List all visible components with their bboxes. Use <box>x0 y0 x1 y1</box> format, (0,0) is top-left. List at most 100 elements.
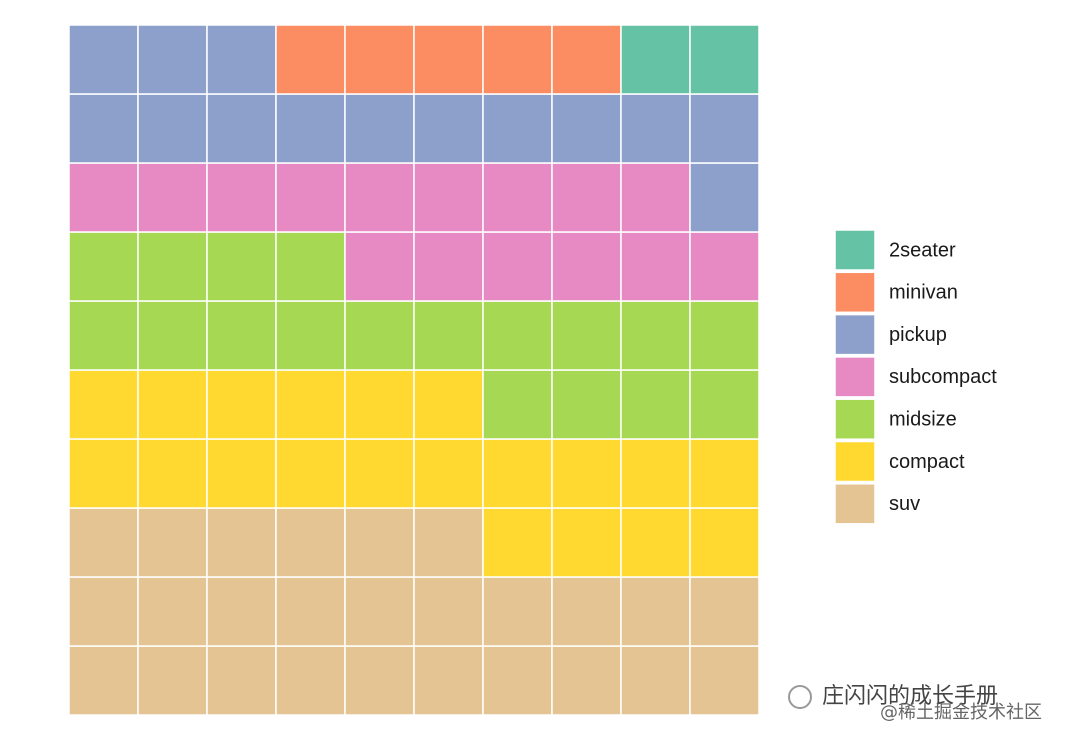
waffle-cell <box>689 507 760 578</box>
waffle-cell <box>689 576 760 647</box>
waffle-cell <box>275 576 346 647</box>
legend-label: minivan <box>889 282 958 304</box>
waffle-cell <box>551 369 622 440</box>
waffle-cell <box>689 369 760 440</box>
waffle-cell <box>206 162 277 233</box>
waffle-cell <box>620 438 691 509</box>
watermark-site: @稀土掘金技术社区 <box>880 702 1042 723</box>
waffle-cell <box>344 300 415 371</box>
waffle-cell <box>689 645 760 716</box>
waffle-cell <box>137 300 208 371</box>
waffle-cell <box>482 231 553 302</box>
waffle-cell <box>620 369 691 440</box>
waffle-cell <box>482 576 553 647</box>
waffle-cell <box>275 162 346 233</box>
waffle-cell <box>137 93 208 164</box>
legend-key <box>834 271 876 314</box>
waffle-cell <box>275 24 346 95</box>
waffle-cell <box>413 438 484 509</box>
waffle-cell <box>344 162 415 233</box>
waffle-cell <box>68 231 139 302</box>
waffle-cell <box>68 93 139 164</box>
waffle-cell <box>206 24 277 95</box>
waffle-cell <box>344 231 415 302</box>
waffle-cell <box>551 576 622 647</box>
waffle-cell <box>275 300 346 371</box>
waffle-cell <box>482 300 553 371</box>
legend-label: subcompact <box>889 366 997 388</box>
legend-key <box>834 483 876 525</box>
waffle-cell <box>689 300 760 371</box>
waffle-cell <box>275 231 346 302</box>
legend-key <box>834 229 876 271</box>
waffle-cell <box>206 645 277 716</box>
waffle-cell <box>413 645 484 716</box>
waffle-cell <box>551 645 622 716</box>
waffle-cell <box>551 438 622 509</box>
waffle-cell <box>275 438 346 509</box>
waffle-cell <box>275 645 346 716</box>
watermark-icon <box>788 685 812 709</box>
waffle-cell <box>137 24 208 95</box>
waffle-cell <box>620 300 691 371</box>
waffle-cell <box>413 576 484 647</box>
waffle-cell <box>551 231 622 302</box>
waffle-cell <box>551 162 622 233</box>
waffle-cell <box>413 162 484 233</box>
waffle-cell <box>206 438 277 509</box>
waffle-cell <box>413 300 484 371</box>
waffle-cell <box>620 24 691 95</box>
waffle-grid <box>68 24 760 716</box>
watermark: 庄闪闪的成长手册 @稀土掘金技术社区 <box>788 684 1042 723</box>
waffle-cell <box>206 231 277 302</box>
waffle-cell <box>413 231 484 302</box>
waffle-cell <box>137 507 208 578</box>
waffle-cell <box>482 507 553 578</box>
waffle-cell <box>68 576 139 647</box>
waffle-cell <box>206 369 277 440</box>
waffle-cell <box>413 507 484 578</box>
waffle-cell <box>482 93 553 164</box>
waffle-cell <box>482 438 553 509</box>
waffle-cell <box>413 24 484 95</box>
waffle-cell <box>620 507 691 578</box>
waffle-cell <box>137 231 208 302</box>
waffle-cell <box>482 645 553 716</box>
legend-label: midsize <box>889 408 957 430</box>
waffle-cell <box>68 645 139 716</box>
waffle-cell <box>482 369 553 440</box>
waffle-cell <box>413 93 484 164</box>
waffle-cell <box>620 645 691 716</box>
waffle-cell <box>551 507 622 578</box>
waffle-cell <box>137 369 208 440</box>
waffle-cell <box>551 93 622 164</box>
waffle-cell <box>344 507 415 578</box>
waffle-cell <box>344 24 415 95</box>
waffle-cell <box>620 162 691 233</box>
waffle-cell <box>68 507 139 578</box>
waffle-cell <box>689 438 760 509</box>
waffle-cell <box>206 507 277 578</box>
waffle-cell <box>206 300 277 371</box>
legend-key <box>834 440 876 483</box>
waffle-cell <box>689 162 760 233</box>
waffle-cell <box>206 576 277 647</box>
waffle-cell <box>689 231 760 302</box>
waffle-cell <box>68 438 139 509</box>
waffle-cell <box>482 24 553 95</box>
waffle-cell <box>344 576 415 647</box>
waffle-cell <box>689 24 760 95</box>
waffle-cell <box>137 162 208 233</box>
waffle-cell <box>275 93 346 164</box>
waffle-cell <box>413 369 484 440</box>
legend-key <box>834 398 876 440</box>
waffle-cell <box>344 369 415 440</box>
waffle-cell <box>620 93 691 164</box>
waffle-cell <box>275 507 346 578</box>
legend: 2seater minivan pickup subcompact midsize com… <box>834 229 997 525</box>
waffle-cell <box>344 438 415 509</box>
legend-label: 2seater <box>889 239 956 261</box>
waffle-cell <box>68 162 139 233</box>
waffle-cell <box>137 645 208 716</box>
